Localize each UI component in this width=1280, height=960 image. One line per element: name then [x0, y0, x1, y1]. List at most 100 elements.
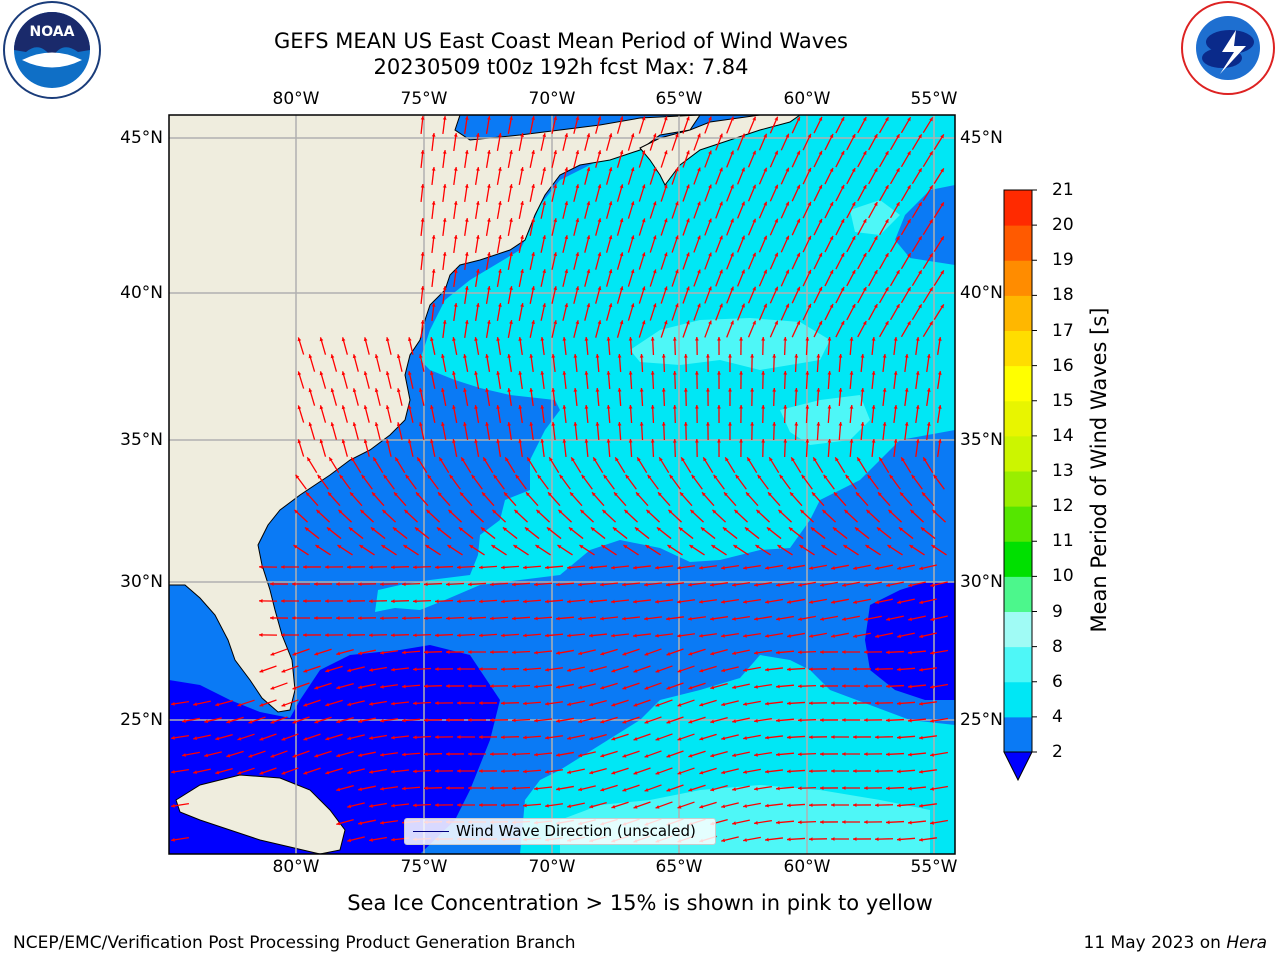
colorbar-segment — [1004, 295, 1032, 331]
graticule — [169, 115, 955, 854]
wave-arrow-head — [426, 509, 431, 514]
wave-arrow-head — [424, 582, 428, 587]
wave-arrow-head — [402, 752, 406, 757]
wave-arrow-head — [734, 509, 739, 514]
wave-arrow-head — [761, 439, 766, 443]
wave-arrow-head — [527, 457, 531, 462]
wave-arrow-head — [644, 582, 648, 587]
wave-arrow-head — [851, 168, 856, 173]
wave-arrow-head — [542, 201, 547, 206]
wave-arrow-head — [672, 337, 677, 341]
wave-arrow-head — [641, 116, 646, 121]
wave-arrow-head — [358, 821, 363, 825]
wave-arrow-head — [677, 804, 682, 809]
lon-tick-top: 75°W — [400, 89, 448, 109]
wave-arrow-head — [776, 786, 780, 791]
wave-arrow-head — [918, 236, 922, 241]
wave-arrow-head — [790, 492, 794, 497]
wave-arrow-head — [646, 509, 651, 514]
wave-arrow-head — [887, 545, 892, 549]
wave-arrow-head — [396, 354, 401, 359]
wave-arrow-head — [487, 286, 491, 290]
wave-arrow-head — [700, 527, 705, 532]
wave-arrow-head — [248, 753, 253, 758]
wave-arrow-head — [937, 371, 942, 375]
wave-arrow-head — [469, 545, 474, 549]
wave-arrow-head — [540, 371, 545, 375]
wave-arrow-head — [763, 303, 767, 308]
wave-arrow-head — [873, 202, 878, 207]
wave-arrow-head — [457, 769, 461, 773]
wave-arrow-head — [741, 133, 745, 138]
wave-arrow-head — [431, 133, 436, 137]
wave-arrow-head — [873, 134, 878, 139]
wave-arrow-head — [829, 133, 834, 138]
wave-arrow-head — [853, 667, 857, 671]
wave-arrow-head — [875, 600, 880, 604]
wave-arrow-head — [776, 583, 780, 587]
wave-arrow-head — [832, 527, 837, 532]
wave-arrow-head — [875, 566, 880, 570]
wave-arrow-head — [501, 735, 505, 740]
wave-arrow-head — [405, 474, 410, 479]
wave-arrow-head — [658, 492, 662, 497]
wave-arrow-head — [710, 616, 714, 621]
wave-arrow-head — [919, 701, 923, 706]
wave-arrow-head — [281, 565, 285, 569]
wave-arrow-head — [827, 439, 832, 443]
wave-arrow-head — [537, 474, 542, 479]
wave-arrow-head — [330, 388, 335, 393]
wave-arrow-head — [743, 838, 747, 842]
wave-arrow-head — [314, 616, 318, 620]
wave-arrow-head — [485, 422, 489, 426]
wave-arrow-head — [464, 150, 469, 154]
wave-arrow-head — [526, 492, 530, 497]
wave-arrow-head — [818, 116, 823, 121]
wave-arrow-head — [787, 837, 791, 842]
wave-arrow-head — [875, 837, 879, 842]
wave-arrow-head — [270, 686, 275, 690]
wave-arrow-head — [374, 354, 379, 359]
wave-arrow-head — [798, 820, 802, 825]
wave-arrow-head — [600, 685, 605, 690]
wave-arrow-head — [809, 735, 813, 740]
wave-arrow-head — [730, 150, 734, 155]
wave-arrow-head — [827, 405, 832, 409]
wave-arrow-head — [765, 701, 769, 706]
wave-arrow-head — [363, 405, 368, 410]
wave-arrow-head — [750, 422, 755, 426]
lon-tick-top: 65°W — [655, 89, 703, 109]
wave-arrow-head — [402, 718, 406, 723]
colorbar-tick-label: 19 — [1052, 250, 1074, 271]
wave-arrow-head — [897, 769, 901, 774]
wave-arrow-head — [827, 371, 832, 375]
wave-arrow-head — [849, 337, 854, 341]
wave-arrow-head — [735, 474, 740, 479]
wave-arrow-head — [721, 770, 726, 775]
wave-arrow-head — [697, 133, 701, 138]
wave-arrow-head — [553, 320, 558, 325]
wave-arrow-head — [529, 388, 534, 392]
wave-arrow-head — [457, 735, 461, 739]
wave-arrow-head — [458, 527, 463, 532]
wave-arrow-head — [754, 650, 758, 655]
wave-arrow-head — [523, 667, 527, 672]
wave-arrow-head — [595, 422, 600, 426]
lat-tick-left: 35°N — [120, 430, 163, 450]
wave-arrow-head — [639, 388, 644, 392]
wave-arrow-head — [666, 754, 671, 758]
wave-arrow-head — [468, 616, 472, 621]
wave-arrow-head — [600, 719, 605, 724]
wave-arrow-head — [420, 320, 425, 324]
wave-arrow-head — [369, 633, 373, 638]
wave-arrow-head — [661, 388, 666, 392]
wave-arrow-head — [424, 752, 428, 757]
wave-arrow-head — [904, 354, 909, 358]
wave-arrow-head — [733, 545, 738, 549]
wave-arrow-head — [686, 320, 690, 325]
wave-arrow-head — [677, 633, 681, 638]
map-frame — [168, 114, 956, 855]
wave-arrow-head — [774, 252, 778, 257]
wave-arrow-head — [396, 422, 401, 427]
wave-arrow-head — [752, 320, 756, 325]
